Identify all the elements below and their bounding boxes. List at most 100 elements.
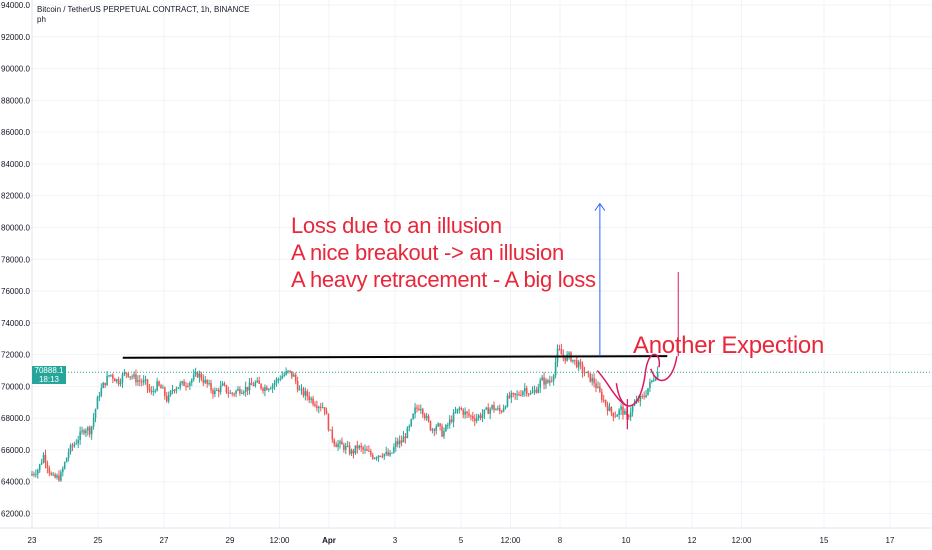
candle-body: [466, 411, 468, 414]
breakout-arrow-head: [594, 202, 606, 211]
candle-body: [608, 407, 611, 411]
candle-body: [171, 389, 174, 392]
candle-body: [593, 378, 595, 384]
candle-body: [181, 381, 183, 384]
y-tick-label: 86000.0: [1, 128, 30, 137]
candle-body: [300, 388, 303, 390]
candle-body: [221, 383, 224, 386]
candle-body: [108, 375, 110, 377]
candle-body: [516, 394, 518, 396]
candle-body: [227, 392, 230, 394]
candle-body: [427, 416, 430, 422]
candle-body: [73, 444, 76, 447]
candle-body: [550, 380, 553, 382]
candle-body: [416, 407, 418, 409]
candle-body: [100, 388, 103, 396]
candle-body: [31, 473, 33, 476]
x-tick-label: 29: [226, 536, 235, 545]
y-tick-label: 74000.0: [1, 319, 30, 328]
candle-body: [231, 392, 233, 394]
candle-body: [481, 414, 484, 418]
candle-body: [333, 439, 336, 445]
candle-body: [639, 396, 642, 402]
annotation-line-3: A heavy retracement - A big loss: [291, 267, 596, 292]
candle-body: [518, 394, 520, 396]
candle-body: [406, 427, 409, 439]
last-price-badge: 70888.1 18:13: [32, 366, 66, 384]
candle-body: [304, 391, 307, 396]
candle-body: [314, 404, 316, 407]
y-tick-label: 78000.0: [1, 255, 30, 264]
candle-body: [485, 407, 488, 410]
candle-body: [165, 395, 168, 402]
candle-body: [187, 385, 189, 387]
candle-body: [248, 382, 251, 391]
candle-body: [277, 378, 280, 380]
candle-body: [437, 423, 439, 427]
candle-body: [85, 430, 87, 434]
candle-body: [656, 371, 659, 379]
candle-body: [558, 349, 561, 351]
candle-body: [439, 423, 441, 427]
annotation-main[interactable]: Loss due to an illusion A nice breakout …: [291, 212, 596, 293]
candle-body: [462, 409, 464, 415]
symbol-title[interactable]: Bitcoin / TetherUS PERPETUAL CONTRACT, 1…: [37, 5, 250, 14]
candle-body: [601, 391, 603, 400]
candle-body: [566, 354, 568, 361]
candle-body: [217, 389, 220, 393]
annotation-second[interactable]: Another Expection: [633, 332, 825, 359]
x-tick-label: 12:00: [500, 536, 521, 545]
candle-body: [185, 385, 187, 387]
candle-body: [454, 412, 457, 414]
candle-body: [441, 426, 443, 437]
candle-body: [183, 381, 185, 386]
candle-body: [464, 411, 466, 415]
candle-body: [620, 406, 622, 410]
candle-body: [77, 440, 79, 444]
candle-body: [162, 387, 164, 389]
candle-body: [223, 383, 226, 386]
candle-body: [531, 391, 534, 394]
candle-body: [393, 446, 395, 453]
candle-body: [612, 412, 615, 417]
candle-body: [395, 441, 397, 447]
candle-body: [254, 382, 257, 386]
y-tick-label: 82000.0: [1, 192, 30, 201]
candle-body: [52, 474, 54, 476]
candle-body: [339, 441, 341, 444]
candle-body: [273, 382, 276, 385]
candle-body: [137, 380, 139, 383]
candle-body: [102, 382, 105, 389]
bar-countdown: 18:13: [38, 375, 60, 384]
candle-body: [233, 393, 235, 395]
y-tick-label: 66000.0: [1, 446, 30, 455]
last-price-value: 70888.1: [34, 366, 64, 375]
candle-body: [177, 387, 180, 389]
y-tick-label: 92000.0: [1, 33, 30, 42]
annotation-line-2: A nice breakout -> an illusion: [291, 240, 564, 265]
x-tick-label: 17: [886, 536, 895, 545]
candle-body: [104, 382, 106, 386]
candle-body: [269, 388, 272, 390]
candle-body: [458, 408, 461, 410]
candle-body: [522, 391, 524, 396]
candle-body: [308, 396, 310, 400]
y-tick-label: 68000.0: [1, 414, 30, 423]
candle-body: [244, 386, 247, 392]
candle-body: [654, 378, 657, 381]
x-tick-label: 15: [820, 536, 829, 545]
candle-body: [214, 390, 216, 395]
candle-body: [262, 388, 264, 392]
candle-body: [604, 399, 607, 405]
candle-body: [535, 389, 538, 393]
candle-body: [460, 408, 463, 410]
candle-body: [323, 407, 326, 412]
indicator-label[interactable]: ph: [37, 15, 46, 24]
candle-body: [125, 372, 128, 374]
candle-body: [606, 404, 609, 411]
candle-body: [71, 445, 74, 447]
candle-body: [206, 379, 208, 384]
candle-body: [493, 404, 495, 410]
